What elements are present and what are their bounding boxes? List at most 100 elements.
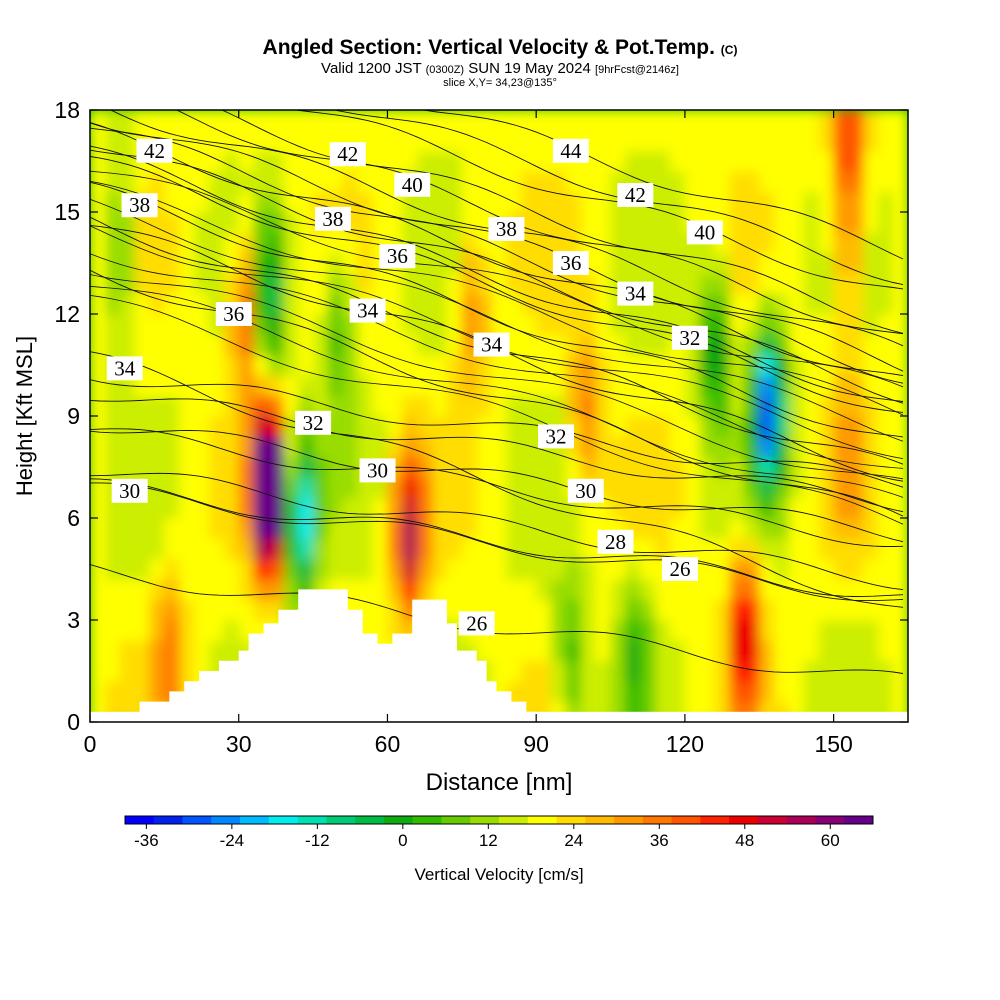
field-cell	[283, 293, 299, 315]
field-cell	[759, 456, 775, 478]
field-cell	[327, 171, 344, 193]
colorbar-swatch	[700, 816, 730, 824]
colorbar-swatch	[441, 816, 471, 824]
field-cell	[789, 416, 805, 437]
theta-label-text: 32	[303, 411, 324, 435]
field-cell	[208, 212, 225, 233]
field-cell	[699, 252, 716, 274]
field-cell	[833, 395, 850, 417]
field-cell	[580, 620, 597, 641]
title-mark: (C)	[720, 43, 738, 57]
field-cell	[372, 191, 389, 213]
field-cell	[878, 150, 894, 172]
theta-label-text: 34	[357, 299, 379, 323]
field-cell	[714, 150, 731, 172]
field-cell	[759, 130, 775, 152]
field-cell	[90, 171, 106, 193]
field-cell	[863, 456, 879, 478]
field-cell	[402, 314, 418, 335]
theta-label-box	[488, 217, 525, 241]
field-cell	[253, 477, 270, 499]
x-tick-label: 60	[375, 731, 401, 757]
field-cell	[729, 538, 745, 560]
field-cell	[179, 660, 195, 682]
field-cell	[179, 293, 195, 315]
field-cell	[729, 354, 745, 376]
field-cell	[208, 334, 225, 356]
field-cell	[461, 436, 478, 458]
field-cell	[402, 354, 418, 376]
field-cell	[863, 660, 879, 682]
field-cell	[268, 191, 284, 213]
field-cell	[357, 334, 374, 356]
field-cell	[848, 599, 864, 621]
field-cell	[238, 273, 255, 295]
colorbar-swatch	[125, 816, 155, 824]
field-cell	[670, 456, 686, 478]
field-cell	[625, 681, 641, 703]
field-cell	[655, 110, 671, 131]
field-cell	[684, 579, 701, 601]
field-cell	[104, 232, 121, 254]
field-cell	[238, 518, 255, 539]
field-cell	[684, 497, 701, 519]
field-cell	[179, 252, 195, 274]
field-cell	[729, 252, 745, 274]
colorbar-swatch	[412, 816, 442, 824]
field-cell	[357, 518, 374, 539]
field-cell	[446, 314, 463, 335]
field-cell	[90, 354, 106, 376]
field-cell	[863, 395, 879, 417]
field-cell	[357, 558, 374, 580]
field-cell	[744, 620, 760, 641]
field-cell	[848, 150, 864, 172]
field-cell	[387, 579, 403, 601]
field-cell	[878, 579, 894, 601]
field-cell	[313, 130, 329, 152]
field-cell	[893, 518, 908, 539]
field-cell	[298, 477, 314, 499]
field-cell	[640, 212, 656, 233]
field-cell	[521, 334, 537, 356]
field-cell	[789, 620, 805, 641]
field-cell	[149, 293, 165, 315]
field-cell	[625, 354, 641, 376]
field-cell	[744, 477, 760, 499]
field-cell	[253, 354, 270, 376]
field-cell	[551, 579, 567, 601]
field-cell	[833, 660, 850, 682]
field-cell	[476, 579, 493, 601]
field-cell	[253, 416, 270, 437]
field-cell	[357, 354, 374, 376]
field-cell	[223, 456, 240, 478]
field-cell	[432, 293, 448, 315]
field-cell	[461, 518, 478, 539]
field-cell	[878, 130, 894, 152]
field-cell	[580, 538, 597, 560]
field-cell	[476, 640, 493, 662]
field-cell	[327, 558, 344, 580]
field-cell	[164, 558, 180, 580]
field-cell	[179, 416, 195, 437]
field-cell	[238, 558, 255, 580]
field-cell	[774, 273, 790, 295]
field-cell	[357, 436, 374, 458]
field-cell	[179, 232, 195, 254]
field-cell	[818, 395, 835, 417]
field-cell	[253, 518, 270, 539]
y-tick-label: 18	[54, 97, 80, 123]
field-cell	[848, 273, 864, 295]
field-cell	[119, 130, 136, 152]
field-cell	[357, 497, 374, 519]
field-cell	[402, 436, 418, 458]
field-cell	[223, 477, 240, 499]
field-cell	[402, 416, 418, 437]
field-cell	[684, 375, 701, 397]
field-cell	[283, 375, 299, 397]
subtitle-utc: (0300Z)	[425, 64, 465, 76]
field-cell	[90, 456, 106, 478]
field-cell	[119, 660, 136, 682]
field-cell	[595, 191, 612, 213]
field-cell	[104, 436, 121, 458]
field-cell	[268, 130, 284, 152]
